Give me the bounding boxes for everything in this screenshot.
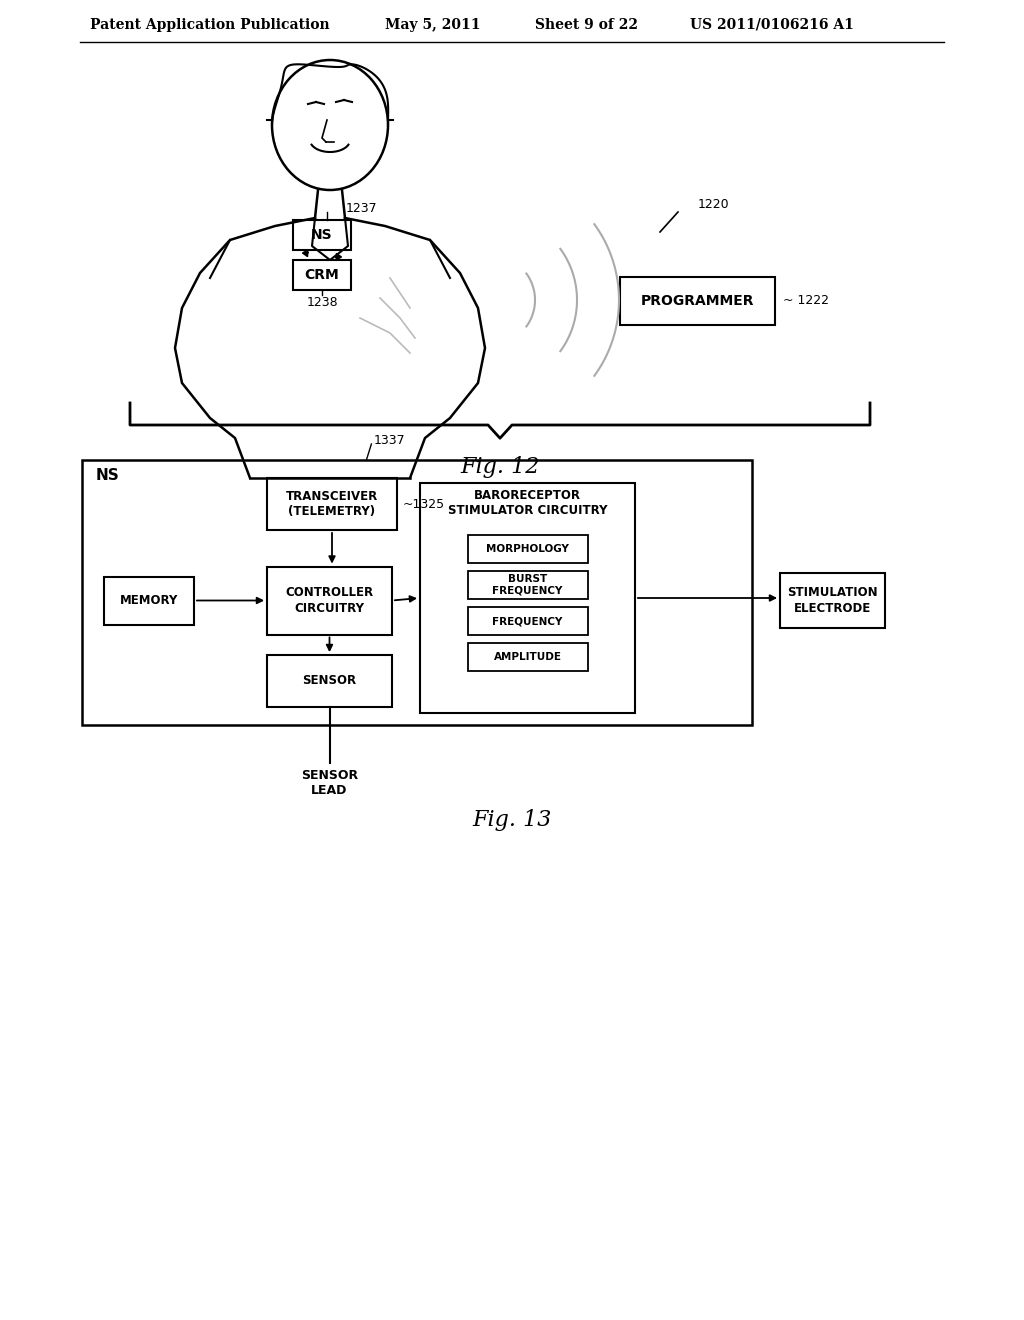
Text: NS: NS [96,469,120,483]
Text: STIMULATION
ELECTRODE: STIMULATION ELECTRODE [787,586,878,615]
Text: FREQUENCY: FREQUENCY [493,616,562,626]
FancyBboxPatch shape [293,220,351,249]
FancyBboxPatch shape [468,535,588,564]
Text: BARORECEPTOR
STIMULATOR CIRCUITRY: BARORECEPTOR STIMULATOR CIRCUITRY [447,488,607,517]
Text: SENSOR
LEAD: SENSOR LEAD [301,770,358,797]
FancyBboxPatch shape [468,572,588,599]
Text: Sheet 9 of 22: Sheet 9 of 22 [535,18,638,32]
FancyBboxPatch shape [104,577,194,624]
Text: 1337: 1337 [374,433,406,446]
Text: MORPHOLOGY: MORPHOLOGY [486,544,569,554]
FancyBboxPatch shape [620,277,775,325]
Text: Fig. 13: Fig. 13 [472,809,552,832]
Text: Patent Application Publication: Patent Application Publication [90,18,330,32]
Text: 1237: 1237 [346,202,378,214]
Text: ~1325: ~1325 [403,498,445,511]
Text: US 2011/0106216 A1: US 2011/0106216 A1 [690,18,854,32]
Text: SENSOR: SENSOR [302,675,356,688]
Text: AMPLITUDE: AMPLITUDE [494,652,561,663]
FancyBboxPatch shape [420,483,635,713]
Text: NS: NS [311,228,333,242]
Text: 1238: 1238 [306,296,338,309]
FancyBboxPatch shape [82,459,752,725]
Text: BURST
FREQUENCY: BURST FREQUENCY [493,574,562,595]
Text: TRANSCEIVER
(TELEMETRY): TRANSCEIVER (TELEMETRY) [286,490,378,517]
FancyBboxPatch shape [267,566,392,635]
FancyBboxPatch shape [468,643,588,671]
Text: ~ 1222: ~ 1222 [783,294,829,308]
Text: CRM: CRM [304,268,339,282]
FancyBboxPatch shape [267,655,392,708]
Text: MEMORY: MEMORY [120,594,178,607]
Text: May 5, 2011: May 5, 2011 [385,18,480,32]
Text: CONTROLLER
CIRCUITRY: CONTROLLER CIRCUITRY [286,586,374,615]
FancyBboxPatch shape [267,478,397,531]
FancyBboxPatch shape [293,260,351,290]
Text: PROGRAMMER: PROGRAMMER [641,294,755,308]
FancyBboxPatch shape [468,607,588,635]
Text: Fig. 12: Fig. 12 [461,455,540,478]
Text: 1220: 1220 [698,198,730,211]
FancyBboxPatch shape [780,573,885,628]
